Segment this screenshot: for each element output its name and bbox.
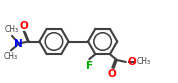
Text: O: O [20,21,28,31]
Text: O: O [108,69,116,79]
Text: CH₃: CH₃ [5,25,19,35]
Text: O: O [127,57,136,67]
Text: CH₃: CH₃ [136,57,150,66]
Text: F: F [86,61,93,71]
Text: CH₃: CH₃ [4,52,18,61]
Text: N: N [14,39,22,49]
